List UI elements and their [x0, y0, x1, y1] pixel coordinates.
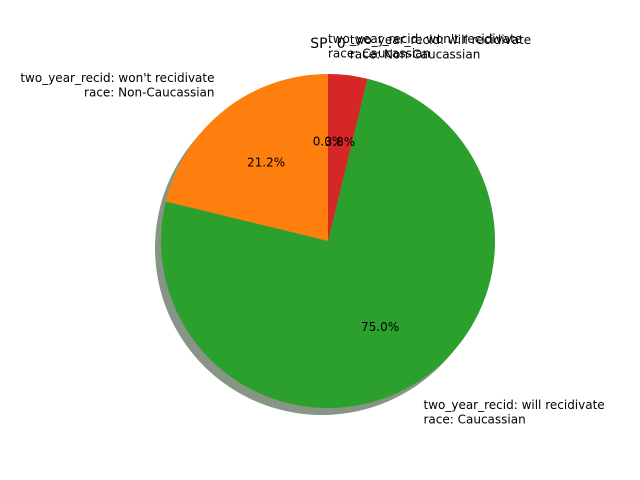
pie-slice-label-2: two_year_recid: will recidivate race: Cau… [423, 398, 604, 427]
pie-slice-label-line: two_year_recid: won't recidivate [20, 71, 214, 85]
pie-slice-2 [161, 78, 496, 409]
pie-slice-3 [328, 74, 368, 241]
pie-pct-label-3: 3.8% [325, 135, 356, 149]
pie-slice-label-0: two_year_recid: won't recidivate race: Ca… [328, 32, 522, 61]
pie-slice-label-line: race: Non-Caucassian [350, 48, 480, 62]
pie-slice-label-line: two_year_recid: will recidivate [350, 33, 531, 47]
pie-labels: 0.0%two_year_recid: won't recidivate race… [20, 32, 604, 427]
pie-slice-label-line: race: Caucassian [328, 46, 430, 60]
pie-slice-label-line: two_year_recid: won't recidivate [328, 32, 522, 46]
pie-pct-label-1: 21.2% [247, 156, 285, 170]
pie-slice-label-line: race: Caucassian [423, 412, 525, 426]
chart-title: SP: 0 [310, 36, 345, 52]
pie-pct-label-0: 0.0% [313, 134, 344, 148]
pie-pct-label-2: 75.0% [361, 320, 399, 334]
pie-slice-1 [165, 74, 328, 241]
pie-slice-label-line: race: Non-Caucassian [84, 86, 214, 100]
pie-slice-label-1: two_year_recid: won't recidivate race: No… [20, 71, 214, 100]
pie-slices [161, 74, 496, 409]
pie-slice-label-3: two_year_recid: will recidivate race: Non… [350, 33, 531, 62]
pie-slice-label-line: two_year_recid: will recidivate [423, 398, 604, 412]
